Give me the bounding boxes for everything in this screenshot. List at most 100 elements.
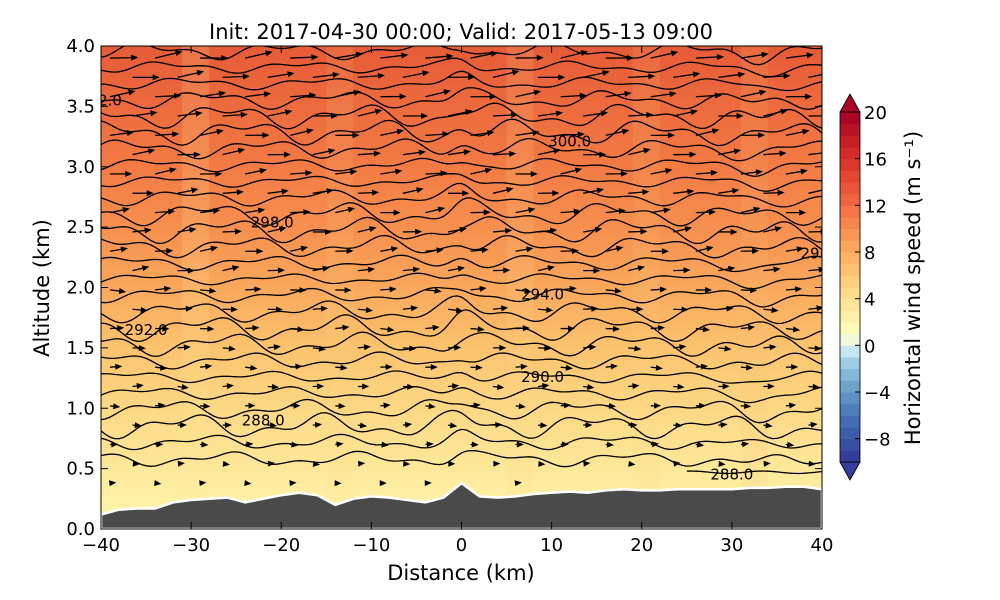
wind-arrow-head (718, 460, 726, 467)
wind-arrow-head (215, 170, 223, 177)
wind-arrow-head (628, 460, 636, 467)
wind-arrow-head (424, 480, 432, 487)
wind-arrow-head (295, 363, 303, 370)
wind-arrow-head (484, 167, 493, 174)
wind-arrow-head (730, 228, 738, 235)
wind-arrow-head (177, 460, 185, 467)
wind-arrow-head (626, 55, 634, 62)
wind-arrow-head (520, 363, 528, 370)
wind-arrow-head (506, 187, 514, 193)
colorbar-segment (840, 427, 860, 440)
wind-arrow-head (587, 384, 595, 390)
wind-arrow-head (336, 441, 344, 448)
wind-arrow-head (120, 246, 129, 253)
wind-arrow-shaft (628, 75, 652, 79)
colorbar-segment (840, 217, 860, 230)
wind-arrow-head (122, 207, 130, 213)
wind-vectors (109, 50, 822, 487)
wind-arrow-head (160, 364, 168, 371)
wind-arrow-head (454, 344, 462, 351)
wind-arrow-shaft (650, 52, 675, 59)
wind-arrow-head (463, 149, 471, 156)
speed-streak (182, 46, 210, 529)
wind-arrow-head (558, 74, 566, 81)
wind-arrow-shaft (470, 169, 489, 175)
wind-arrow-head (267, 460, 276, 467)
wind-arrow-shaft (538, 112, 560, 117)
x-tick-label: −40 (82, 535, 120, 556)
wind-arrow-head (234, 228, 242, 235)
wind-arrow-head (373, 150, 382, 157)
colorbar-tick-label: −4 (864, 383, 891, 404)
wind-arrow-head (667, 132, 675, 139)
wind-arrow-head (393, 209, 401, 216)
plot-area: 288.0 288.0 290.0 292.0 294.0 298.0 300.0 2.0 29… (101, 46, 822, 529)
wind-arrow-shaft (493, 114, 515, 117)
wind-arrow-shaft (808, 189, 822, 194)
wind-arrow-head (193, 151, 201, 158)
wind-arrow-head (659, 286, 668, 293)
colorbar-segment (840, 170, 860, 183)
wind-arrow-shaft (267, 111, 289, 117)
speed-streak (632, 46, 660, 529)
y-axis-label: Altitude (km) (30, 219, 54, 357)
wind-arrow-head (733, 148, 742, 155)
colorbar-segment (840, 333, 860, 346)
wind-arrow-head (632, 383, 640, 390)
wind-arrow-head (714, 92, 722, 99)
wind-arrow-head (394, 168, 403, 175)
wind-arrow-head (185, 305, 193, 312)
wind-arrow-head (128, 89, 136, 96)
wind-arrow-shaft (222, 149, 242, 156)
x-tick-label: 30 (720, 535, 743, 556)
wind-arrow-head (538, 460, 546, 467)
wind-arrow-head (553, 148, 561, 155)
wind-arrow-head (389, 286, 397, 293)
wind-arrow-head (624, 90, 632, 97)
wind-arrow-head (634, 345, 642, 352)
wind-arrow-head (702, 326, 711, 333)
theta-contour-line (101, 449, 822, 468)
theta-contour-line (101, 234, 822, 259)
wind-arrow-head (471, 441, 479, 448)
wind-arrow-shaft (560, 51, 585, 59)
wind-arrow-head (452, 383, 460, 390)
wind-arrow-head (741, 441, 750, 448)
wind-arrow-head (383, 402, 391, 409)
wind-arrow-head (459, 226, 467, 233)
wind-arrow-head (692, 71, 701, 78)
wind-arrow-head (436, 247, 444, 254)
wind-arrow-head (489, 93, 497, 100)
colorbar-segment (840, 310, 860, 323)
colorbar: −8 −4 0 4 8 12 16 20 (839, 93, 891, 481)
y-tick-label: 0.5 (66, 459, 95, 480)
wind-arrow-shaft (763, 75, 787, 79)
wind-arrow-head (287, 71, 295, 78)
wind-arrow-head (724, 345, 732, 352)
y-tick-label: 1.5 (66, 338, 95, 359)
wind-arrow-shaft (605, 92, 628, 98)
wind-arrow-shaft (560, 133, 581, 137)
colorbar-segment (840, 368, 860, 381)
wind-arrow-head (283, 151, 291, 158)
wind-arrow-shaft (583, 71, 606, 79)
wind-arrow-head (736, 112, 744, 119)
wind-arrow-shaft (425, 55, 450, 59)
wind-arrow-head (571, 247, 579, 254)
wind-arrow-head (352, 132, 360, 139)
colorbar-tick-label: 0 (864, 336, 875, 357)
contour-label: 290.0 (521, 368, 564, 386)
wind-arrow-head (696, 441, 705, 448)
wind-arrow-head (168, 208, 176, 215)
wind-arrow-head (252, 325, 260, 332)
wind-arrow-head (708, 209, 717, 216)
x-tick-label: 40 (811, 535, 834, 556)
wind-speed-fill (101, 46, 822, 529)
wind-arrow-head (771, 307, 779, 314)
wind-arrow-shaft (515, 131, 536, 136)
wind-arrow-head (281, 188, 289, 195)
colorbar-segment (840, 287, 860, 300)
wind-arrow-head (399, 93, 407, 100)
colorbar-segment (840, 357, 860, 370)
y-tick-label: 0.0 (66, 519, 95, 540)
